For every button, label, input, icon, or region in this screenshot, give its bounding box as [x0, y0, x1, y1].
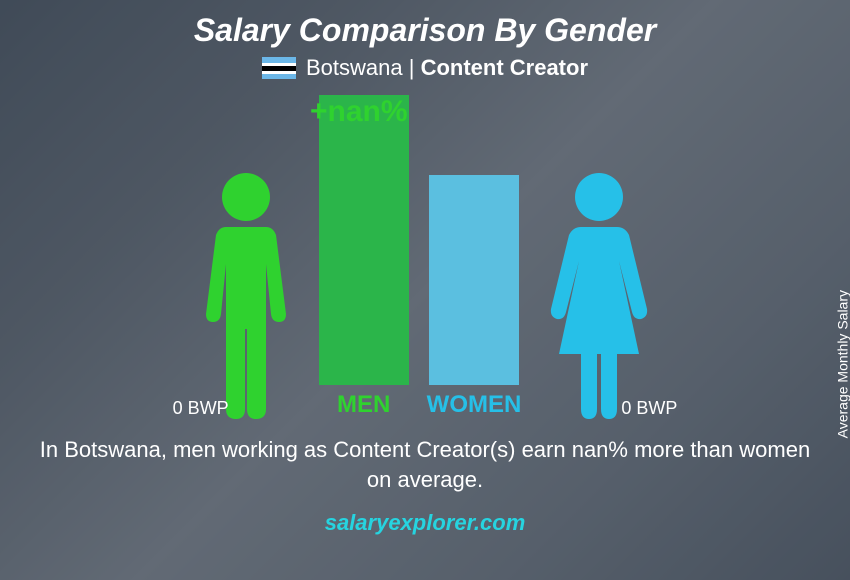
men-value: 0 BWP — [173, 398, 229, 419]
page-title: Salary Comparison By Gender — [194, 12, 656, 49]
botswana-flag-icon — [262, 57, 296, 79]
delta-percentage: +nan% — [310, 95, 408, 129]
subtitle-row: Botswana | Content Creator — [262, 55, 588, 81]
men-bar — [319, 95, 409, 385]
subtitle-role: Content Creator — [421, 55, 588, 80]
subtitle-sep: | — [403, 55, 421, 80]
female-icon-column: 0 BWP — [539, 169, 659, 419]
women-bar — [429, 175, 519, 385]
male-icon-column: 0 BWP — [191, 169, 301, 419]
flag-stripe — [262, 71, 296, 74]
women-bar-column: WOMEN — [427, 175, 522, 419]
content-container: Salary Comparison By Gender Botswana | C… — [0, 0, 850, 580]
male-person-icon — [191, 169, 301, 419]
female-person-icon — [539, 169, 659, 419]
subtitle-text: Botswana | Content Creator — [306, 55, 588, 81]
chart-area: +nan% 0 BWP MEN WOMEN 0 BWP — [145, 99, 705, 419]
women-value: 0 BWP — [621, 398, 677, 419]
men-bar-column: MEN — [319, 95, 409, 419]
men-bar-label: MEN — [337, 391, 390, 419]
description-text: In Botswana, men working as Content Crea… — [35, 435, 815, 494]
women-bar-label: WOMEN — [427, 391, 522, 419]
footer-source: salaryexplorer.com — [325, 510, 526, 536]
y-axis-label: Average Monthly Salary — [834, 290, 850, 438]
subtitle-country: Botswana — [306, 55, 403, 80]
